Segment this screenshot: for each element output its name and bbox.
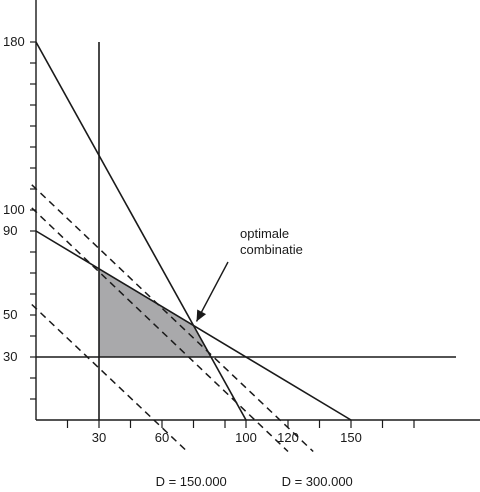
x-tick-label: 150: [340, 430, 362, 445]
y-tick-label: 50: [3, 307, 17, 322]
ticks-layer: [30, 41, 415, 428]
y-tick-label: 180: [3, 34, 25, 49]
constraint-lines-layer: [35, 41, 456, 421]
y-tick-label: 30: [3, 349, 17, 364]
iso-line-2: [31, 207, 289, 453]
annotation-arrow: [195, 261, 229, 322]
feasible-region: [99, 268, 211, 357]
x-tick-label: 60: [155, 430, 169, 445]
y-tick-label: 90: [3, 223, 17, 238]
constraint-line-2: [35, 230, 352, 421]
iso-line-label: D = 300.000: [282, 474, 353, 489]
x-tick-label: 120: [277, 430, 299, 445]
x-tick-label: 100: [235, 430, 257, 445]
iso-lines-layer: [31, 184, 314, 453]
iso-line-label: D = 150.000: [156, 474, 227, 489]
labels-layer: 30 60 100 120 150 30 50 90 100 180 D = 150.000 D = …: [3, 34, 362, 489]
iso-line-3: [31, 184, 314, 453]
annotation-arrowhead: [196, 309, 207, 322]
annotation-text: combinatie: [240, 242, 303, 257]
feasible-region-layer: [99, 268, 211, 357]
x-tick-label: 30: [92, 430, 106, 445]
annotation-text: optimale: [240, 226, 289, 241]
constraint-line-1: [35, 41, 247, 421]
y-tick-label: 100: [3, 202, 25, 217]
